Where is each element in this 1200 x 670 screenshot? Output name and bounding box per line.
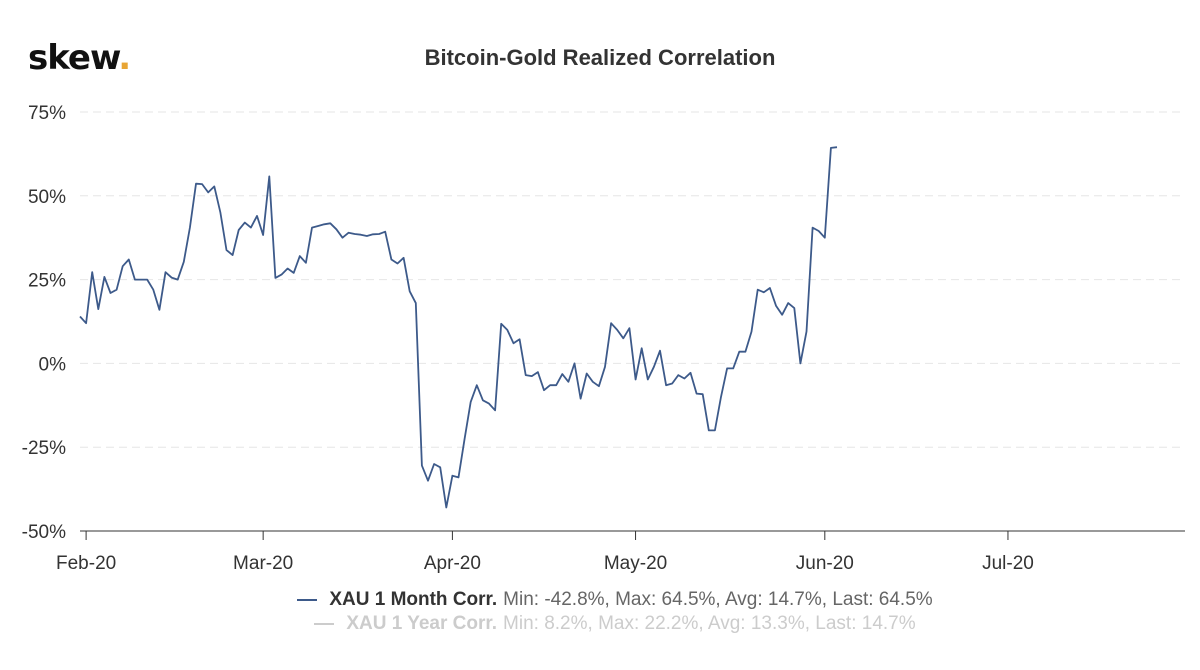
y-tick-label: 0% xyxy=(39,354,67,375)
y-tick-label: 25% xyxy=(28,271,66,292)
x-tick-label: Feb-20 xyxy=(56,553,116,574)
logo-text: skew xyxy=(28,38,119,78)
legend-item-1-month[interactable]: XAU 1 Month Corr. Min: -42.8%, Max: 64.5… xyxy=(30,588,1200,612)
legend-series-stats: Min: 8.2%, Max: 22.2%, Avg: 13.3%, Last:… xyxy=(503,613,916,634)
y-tick-label: -25% xyxy=(22,438,66,459)
x-tick-label: Apr-20 xyxy=(424,553,481,574)
x-tick-label: May-20 xyxy=(604,553,667,574)
x-tick-label: Jul-20 xyxy=(982,553,1034,574)
legend-swatch-1-year xyxy=(314,623,335,625)
legend-series-stats: Min: -42.8%, Max: 64.5%, Avg: 14.7%, Las… xyxy=(503,589,933,610)
skew-logo: skew. xyxy=(28,38,131,78)
chart-legend: XAU 1 Month Corr. Min: -42.8%, Max: 64.5… xyxy=(0,588,1200,636)
legend-swatch-1-month xyxy=(297,599,318,601)
y-tick-label: -50% xyxy=(22,522,66,543)
chart-title: Bitcoin-Gold Realized Correlation xyxy=(424,45,776,70)
x-tick-label: Jun-20 xyxy=(796,553,854,574)
series-line-0 xyxy=(79,146,838,509)
correlation-line-chart: 75% 50% 25% 0% -25% -50% Feb-20 Mar-20 Apr-20 May… xyxy=(22,103,1185,574)
legend-item-1-year[interactable]: XAU 1 Year Corr. Min: 8.2%, Max: 22.2%, … xyxy=(30,612,1200,636)
x-tick-label: Mar-20 xyxy=(233,553,293,574)
y-tick-label: 50% xyxy=(28,187,66,208)
y-tick-label: 75% xyxy=(28,103,66,124)
legend-series-name: XAU 1 Month Corr. xyxy=(329,589,498,610)
logo-dot: . xyxy=(118,38,131,78)
legend-series-name: XAU 1 Year Corr. xyxy=(346,613,498,634)
